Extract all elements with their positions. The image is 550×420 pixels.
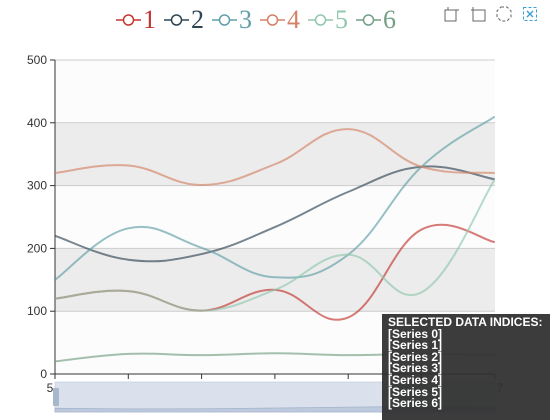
keep-selection-icon[interactable] <box>496 6 512 22</box>
legend-line-icon <box>116 14 141 26</box>
split-area-band <box>55 122 495 186</box>
split-area-band <box>55 185 495 249</box>
legend-label: 3 <box>239 5 252 34</box>
y-tick-label: 0 <box>40 367 47 381</box>
tooltip-line: [Series 1] <box>388 338 443 353</box>
y-tick-label: 500 <box>27 53 47 67</box>
y-tick-label: 400 <box>27 116 47 130</box>
toolbox <box>444 6 548 22</box>
series-line-5 <box>55 178 495 312</box>
legend-item-1[interactable]: 1 <box>116 5 156 35</box>
legend-item-2[interactable]: 2 <box>164 5 204 35</box>
y-tick-label: 200 <box>27 241 47 255</box>
legend-item-3[interactable]: 3 <box>212 5 252 35</box>
legend-item-5[interactable]: 5 <box>308 5 348 35</box>
legend-line-icon <box>212 14 237 26</box>
legend-label: 6 <box>383 5 396 34</box>
legend-line-icon <box>260 14 285 26</box>
tooltip-line: [Series 6] <box>388 396 443 411</box>
lasso-select-icon[interactable] <box>470 6 486 22</box>
legend: 1 2 3 4 5 6 <box>116 4 404 36</box>
legend-line-icon <box>164 14 189 26</box>
series-lines <box>55 115 495 363</box>
y-tick-label: 300 <box>27 179 47 193</box>
legend-line-icon <box>308 14 333 26</box>
legend-item-6[interactable]: 6 <box>356 5 396 35</box>
tooltip-line: [Series 5] <box>388 384 443 399</box>
legend-label: 5 <box>335 5 348 34</box>
tooltip-line: [Series 4] <box>388 372 443 387</box>
tooltip-line: [Series 0] <box>388 326 443 341</box>
split-area-band <box>55 60 495 123</box>
rect-select-icon[interactable] <box>444 6 460 22</box>
selection-tooltip: SELECTED DATA INDICES: [Series 0] [Serie… <box>382 314 550 420</box>
clear-selection-icon[interactable] <box>522 6 538 22</box>
series-line-4 <box>55 128 495 186</box>
tooltip-line: [Series 3] <box>388 361 443 376</box>
tooltip-line: [Series 2] <box>388 349 443 364</box>
split-areas <box>55 60 495 374</box>
legend-item-4[interactable]: 4 <box>260 5 300 35</box>
y-tick-label: 100 <box>27 304 47 318</box>
data-zoom-handle-left[interactable] <box>53 388 59 406</box>
tooltip-title: SELECTED DATA INDICES: <box>388 315 543 329</box>
legend-label: 2 <box>191 5 204 34</box>
legend-line-icon <box>356 14 381 26</box>
legend-label: 1 <box>143 5 156 34</box>
legend-label: 4 <box>287 5 300 34</box>
